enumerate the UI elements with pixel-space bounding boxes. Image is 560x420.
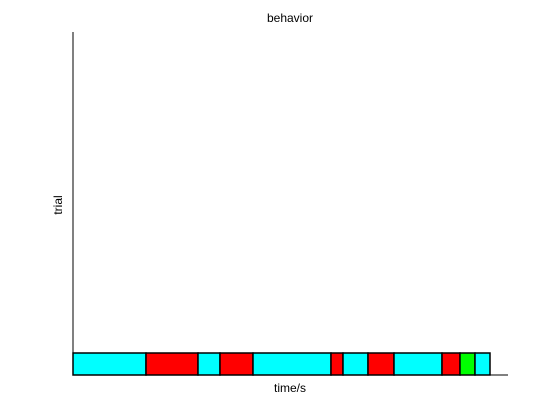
segment-group bbox=[72, 352, 491, 376]
segment-bar-6 bbox=[342, 352, 369, 376]
segment-bar-3 bbox=[219, 352, 254, 376]
segment-bar-0 bbox=[72, 352, 147, 376]
y-axis-label: trial bbox=[51, 195, 65, 214]
segment-bar-8 bbox=[393, 352, 443, 376]
chart-title: behavior bbox=[267, 11, 313, 25]
x-axis-label: time/s bbox=[274, 381, 306, 395]
segment-bar-2 bbox=[197, 352, 221, 376]
segment-bar-7 bbox=[367, 352, 395, 376]
segment-bar-5 bbox=[330, 352, 344, 376]
segment-bar-1 bbox=[145, 352, 199, 376]
segment-bar-9 bbox=[441, 352, 461, 376]
segment-bar-4 bbox=[252, 352, 332, 376]
segment-bar-10 bbox=[459, 352, 476, 376]
segment-bar-11 bbox=[474, 352, 491, 376]
